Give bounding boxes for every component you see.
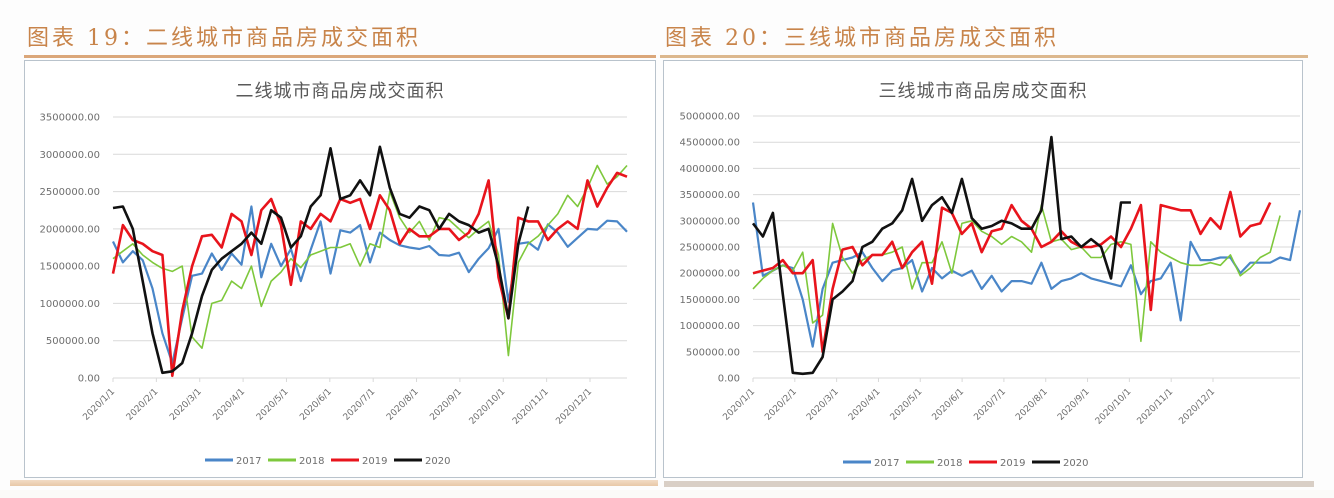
- series-line-2020: [112, 145, 530, 375]
- legend-label-2020: 2020: [425, 456, 450, 467]
- x-tick-label: 2020/9/1: [1056, 387, 1092, 423]
- y-tick-label: 3000000.00: [680, 216, 740, 227]
- figure-19-title-rule: [24, 55, 656, 58]
- figure-19-label: 图表 19：二线城市商品房成交面积: [27, 26, 421, 51]
- y-tick-label: 3500000.00: [40, 113, 100, 124]
- legend-label-2019: 2019: [1000, 458, 1025, 469]
- series-line-2019: [111, 171, 628, 378]
- x-tick-label: 2020/7/1: [972, 387, 1008, 423]
- series-line-2018: [112, 164, 628, 357]
- y-tick-label: 2000000.00: [680, 269, 740, 280]
- series-line-2019: [752, 190, 1272, 354]
- chart-frame-tier2: 二线城市商品房成交面积: [24, 60, 656, 478]
- y-tick-label: 1000000.00: [680, 321, 740, 332]
- legend-label-2019: 2019: [362, 456, 387, 467]
- x-tick-label: 2020/3/1: [805, 387, 841, 423]
- footer-strip: [0, 490, 1334, 498]
- y-tick-label: 4000000.00: [680, 164, 740, 175]
- x-tick-label: 2020/8/1: [1014, 387, 1050, 423]
- legend-label-2018: 2018: [299, 456, 324, 467]
- x-tick-label: 2020/10/1: [1094, 387, 1134, 427]
- legend-label-2018: 2018: [937, 458, 962, 469]
- y-tick-label: 3000000.00: [40, 150, 100, 161]
- y-tick-label: 4500000.00: [680, 138, 740, 149]
- x-tick-label: 2020/2/1: [763, 387, 799, 423]
- x-tick-label: 2020/1/1: [721, 387, 757, 423]
- x-tick-label: 2020/6/1: [931, 387, 967, 423]
- y-tick-label: 1500000.00: [40, 262, 100, 273]
- figure-20-label: 图表 20：三线城市商品房成交面积: [665, 26, 1059, 51]
- figure-20-title-rule: [660, 55, 1308, 58]
- y-tick-label: 0.00: [718, 374, 740, 385]
- y-tick-label: 3500000.00: [680, 190, 740, 201]
- legend-label-2020: 2020: [1063, 458, 1088, 469]
- y-tick-label: 5000000.00: [680, 112, 740, 123]
- y-tick-label: 2500000.00: [680, 243, 740, 254]
- series-line-2020: [751, 135, 1131, 376]
- y-tick-label: 500000.00: [46, 336, 100, 347]
- chart-title-tier3: 三线城市商品房成交面积: [878, 81, 1088, 102]
- y-tick-label: 2500000.00: [40, 187, 100, 198]
- y-tick-label: 0.00: [78, 374, 100, 385]
- figure-20-bottom-rule: [664, 481, 1314, 487]
- y-tick-label: 500000.00: [686, 347, 740, 358]
- y-tick-label: 1500000.00: [680, 295, 740, 306]
- x-tick-label: 2020/11/1: [1136, 387, 1176, 427]
- x-tick-label: 2020/5/1: [889, 387, 925, 423]
- x-tick-label: 2020/4/1: [847, 387, 883, 423]
- chart-title-tier2: 二线城市商品房成交面积: [235, 81, 445, 102]
- legend-label-2017: 2017: [874, 458, 899, 469]
- y-tick-label: 2000000.00: [40, 224, 100, 235]
- x-tick-label: 2020/12/1: [1177, 387, 1217, 427]
- legend-label-2017: 2017: [236, 456, 261, 467]
- y-tick-label: 1000000.00: [40, 299, 100, 310]
- series-line-2017: [112, 205, 628, 365]
- figure-19-bottom-rule: [10, 480, 658, 486]
